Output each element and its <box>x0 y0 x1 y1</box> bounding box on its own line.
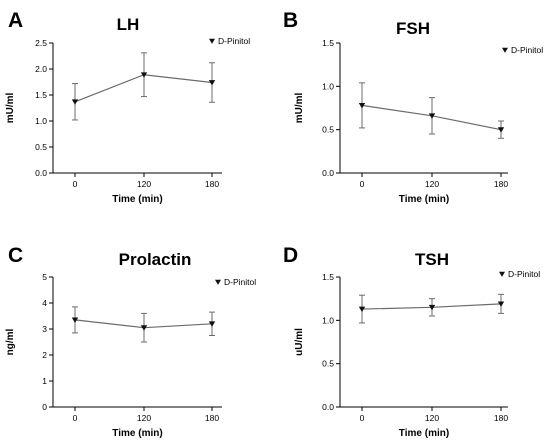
legend: D-Pinitol <box>215 277 256 287</box>
x-tick-label: 0 <box>73 413 78 423</box>
x-axis-label: Time (min) <box>112 428 162 439</box>
legend-marker <box>499 271 505 277</box>
panel-letter: C <box>8 244 23 267</box>
y-tick-label: 1.0 <box>322 315 334 325</box>
data-point-marker <box>497 127 505 133</box>
y-tick-label: 3 <box>42 324 47 334</box>
x-axis-label: Time (min) <box>112 194 162 205</box>
legend-label: D-Pinitol <box>224 277 256 287</box>
x-axis-label: Time (min) <box>399 428 449 439</box>
x-tick-label: 0 <box>360 179 365 189</box>
y-tick-label: 1.5 <box>322 272 334 282</box>
y-tick-label: 2.0 <box>35 64 47 74</box>
data-point-marker <box>358 306 366 313</box>
y-axis-label: uU/ml <box>294 328 305 356</box>
x-tick-label: 0 <box>360 413 365 423</box>
y-tick-label: 1 <box>42 376 47 386</box>
data-point-marker <box>71 317 79 323</box>
y-tick-label: 5 <box>42 272 47 282</box>
chart-panel-b: B FSH 0.0 0.5 1.0 1.5 0 120 180 Time (min) mU/ml D-… <box>283 9 543 205</box>
chart-title: TSH <box>415 250 449 269</box>
y-axis-label: ng/ml <box>5 328 16 355</box>
legend-marker <box>215 279 221 285</box>
y-tick-label: 0.5 <box>322 359 334 369</box>
legend-marker <box>209 38 215 44</box>
x-axis-label: Time (min) <box>399 194 449 205</box>
series-d-pinitol <box>358 82 505 139</box>
data-point-marker <box>208 321 216 327</box>
y-tick-label: 1.5 <box>35 90 47 100</box>
series-d-pinitol <box>358 293 505 324</box>
data-point-marker <box>428 113 436 119</box>
series-d-pinitol <box>71 306 216 343</box>
chart-panel-c: C Prolactin 0 1 2 3 4 5 0 120 180 Time (min) ng/ml D-… <box>5 244 256 439</box>
x-tick-label: 180 <box>205 179 219 189</box>
y-tick-label: 0 <box>42 402 47 412</box>
y-axis-label: mU/ml <box>5 92 16 123</box>
legend-label: D-Pinitol <box>511 45 543 55</box>
series-d-pinitol <box>71 52 216 121</box>
x-tick-label: 180 <box>205 413 219 423</box>
y-tick-label: 0.0 <box>322 168 334 178</box>
data-point-marker <box>140 72 148 78</box>
x-tick-label: 120 <box>137 413 151 423</box>
x-tick-label: 180 <box>494 413 508 423</box>
panel-letter: A <box>8 9 23 32</box>
y-tick-label: 0.5 <box>35 142 47 152</box>
data-point-marker <box>71 99 79 105</box>
x-tick-label: 120 <box>425 179 439 189</box>
y-tick-label: 4 <box>42 298 47 308</box>
y-tick-label: 2 <box>42 350 47 360</box>
data-point-marker <box>497 301 505 307</box>
chart-panel-a: A LH 0.0 0.5 1.0 1.5 2.0 2.5 0 120 180 Time (min) mU… <box>5 9 250 205</box>
data-point-marker <box>428 304 436 311</box>
legend-marker <box>502 47 508 53</box>
y-tick-label: 1.5 <box>322 38 334 48</box>
legend: D-Pinitol <box>502 45 543 55</box>
x-tick-label: 0 <box>73 179 78 189</box>
chart-title: Prolactin <box>119 250 192 269</box>
legend-label: D-Pinitol <box>508 269 540 279</box>
y-tick-label: 0.0 <box>322 402 334 412</box>
y-tick-label: 1.0 <box>322 81 334 91</box>
x-tick-label: 120 <box>425 413 439 423</box>
legend: D-Pinitol <box>499 269 540 279</box>
x-tick-label: 180 <box>494 179 508 189</box>
legend-label: D-Pinitol <box>218 36 250 46</box>
y-tick-label: 0.0 <box>35 168 47 178</box>
data-point-marker <box>140 325 148 331</box>
legend: D-Pinitol <box>209 36 250 46</box>
x-tick-label: 120 <box>137 179 151 189</box>
chart-title: FSH <box>396 19 430 38</box>
chart-title: LH <box>117 15 140 34</box>
chart-panel-d: D TSH 0.0 0.5 1.0 1.5 0 120 180 Time (min) uU/ml D-… <box>283 244 540 439</box>
panel-letter: B <box>283 9 298 32</box>
data-point-marker <box>358 103 366 109</box>
panel-letter: D <box>283 244 298 267</box>
y-axis-label: mU/ml <box>294 92 305 123</box>
y-tick-label: 1.0 <box>35 116 47 126</box>
y-tick-label: 2.5 <box>35 38 47 48</box>
y-tick-label: 0.5 <box>322 125 334 135</box>
data-point-marker <box>208 80 216 86</box>
